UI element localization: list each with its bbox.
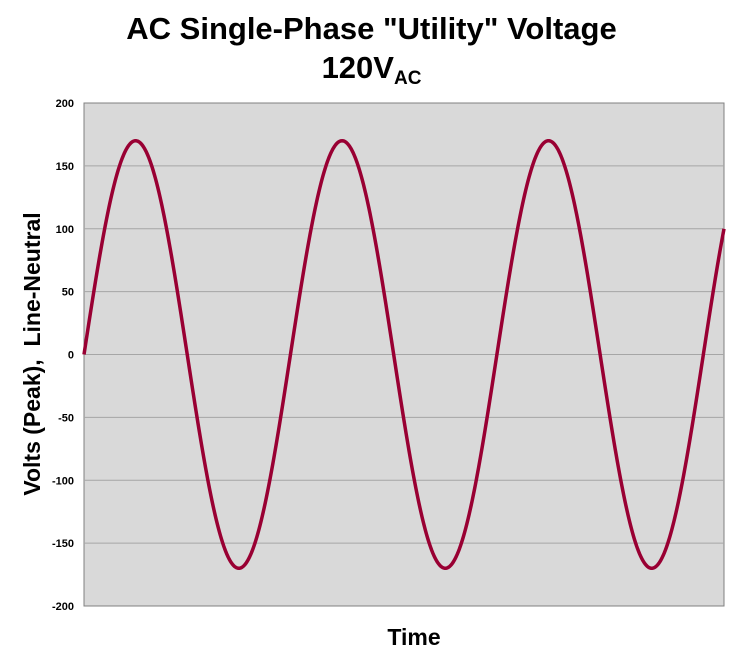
y-tick-label: 0 (68, 350, 74, 362)
chart-title: AC Single-Phase "Utility" Voltage 120VAC (0, 10, 743, 93)
y-tick-label: -200 (52, 601, 74, 613)
y-tick-label: 200 (56, 98, 74, 110)
y-tick-label: 100 (56, 224, 74, 236)
y-tick-label: 150 (56, 161, 74, 173)
chart-title-subscript: AC (393, 68, 422, 89)
voltage-sine-curve (82, 138, 726, 571)
y-tick-label: 50 (62, 287, 74, 299)
chart-title-line1: AC Single-Phase "Utility" Voltage (126, 11, 617, 46)
x-axis-label: Time (387, 624, 440, 650)
y-tick-label: -100 (52, 475, 74, 487)
chart-title-line2: 120VAC (0, 48, 743, 93)
y-axis-label: Volts (Peak), Line-Neutral (19, 212, 45, 495)
chart-title-voltage: 120V (321, 50, 394, 85)
y-axis-ticks: 200 150 100 50 0 -50 -100 -150 -200 (52, 98, 74, 613)
y-tick-label: -50 (58, 412, 74, 424)
y-tick-label: -150 (52, 538, 74, 550)
